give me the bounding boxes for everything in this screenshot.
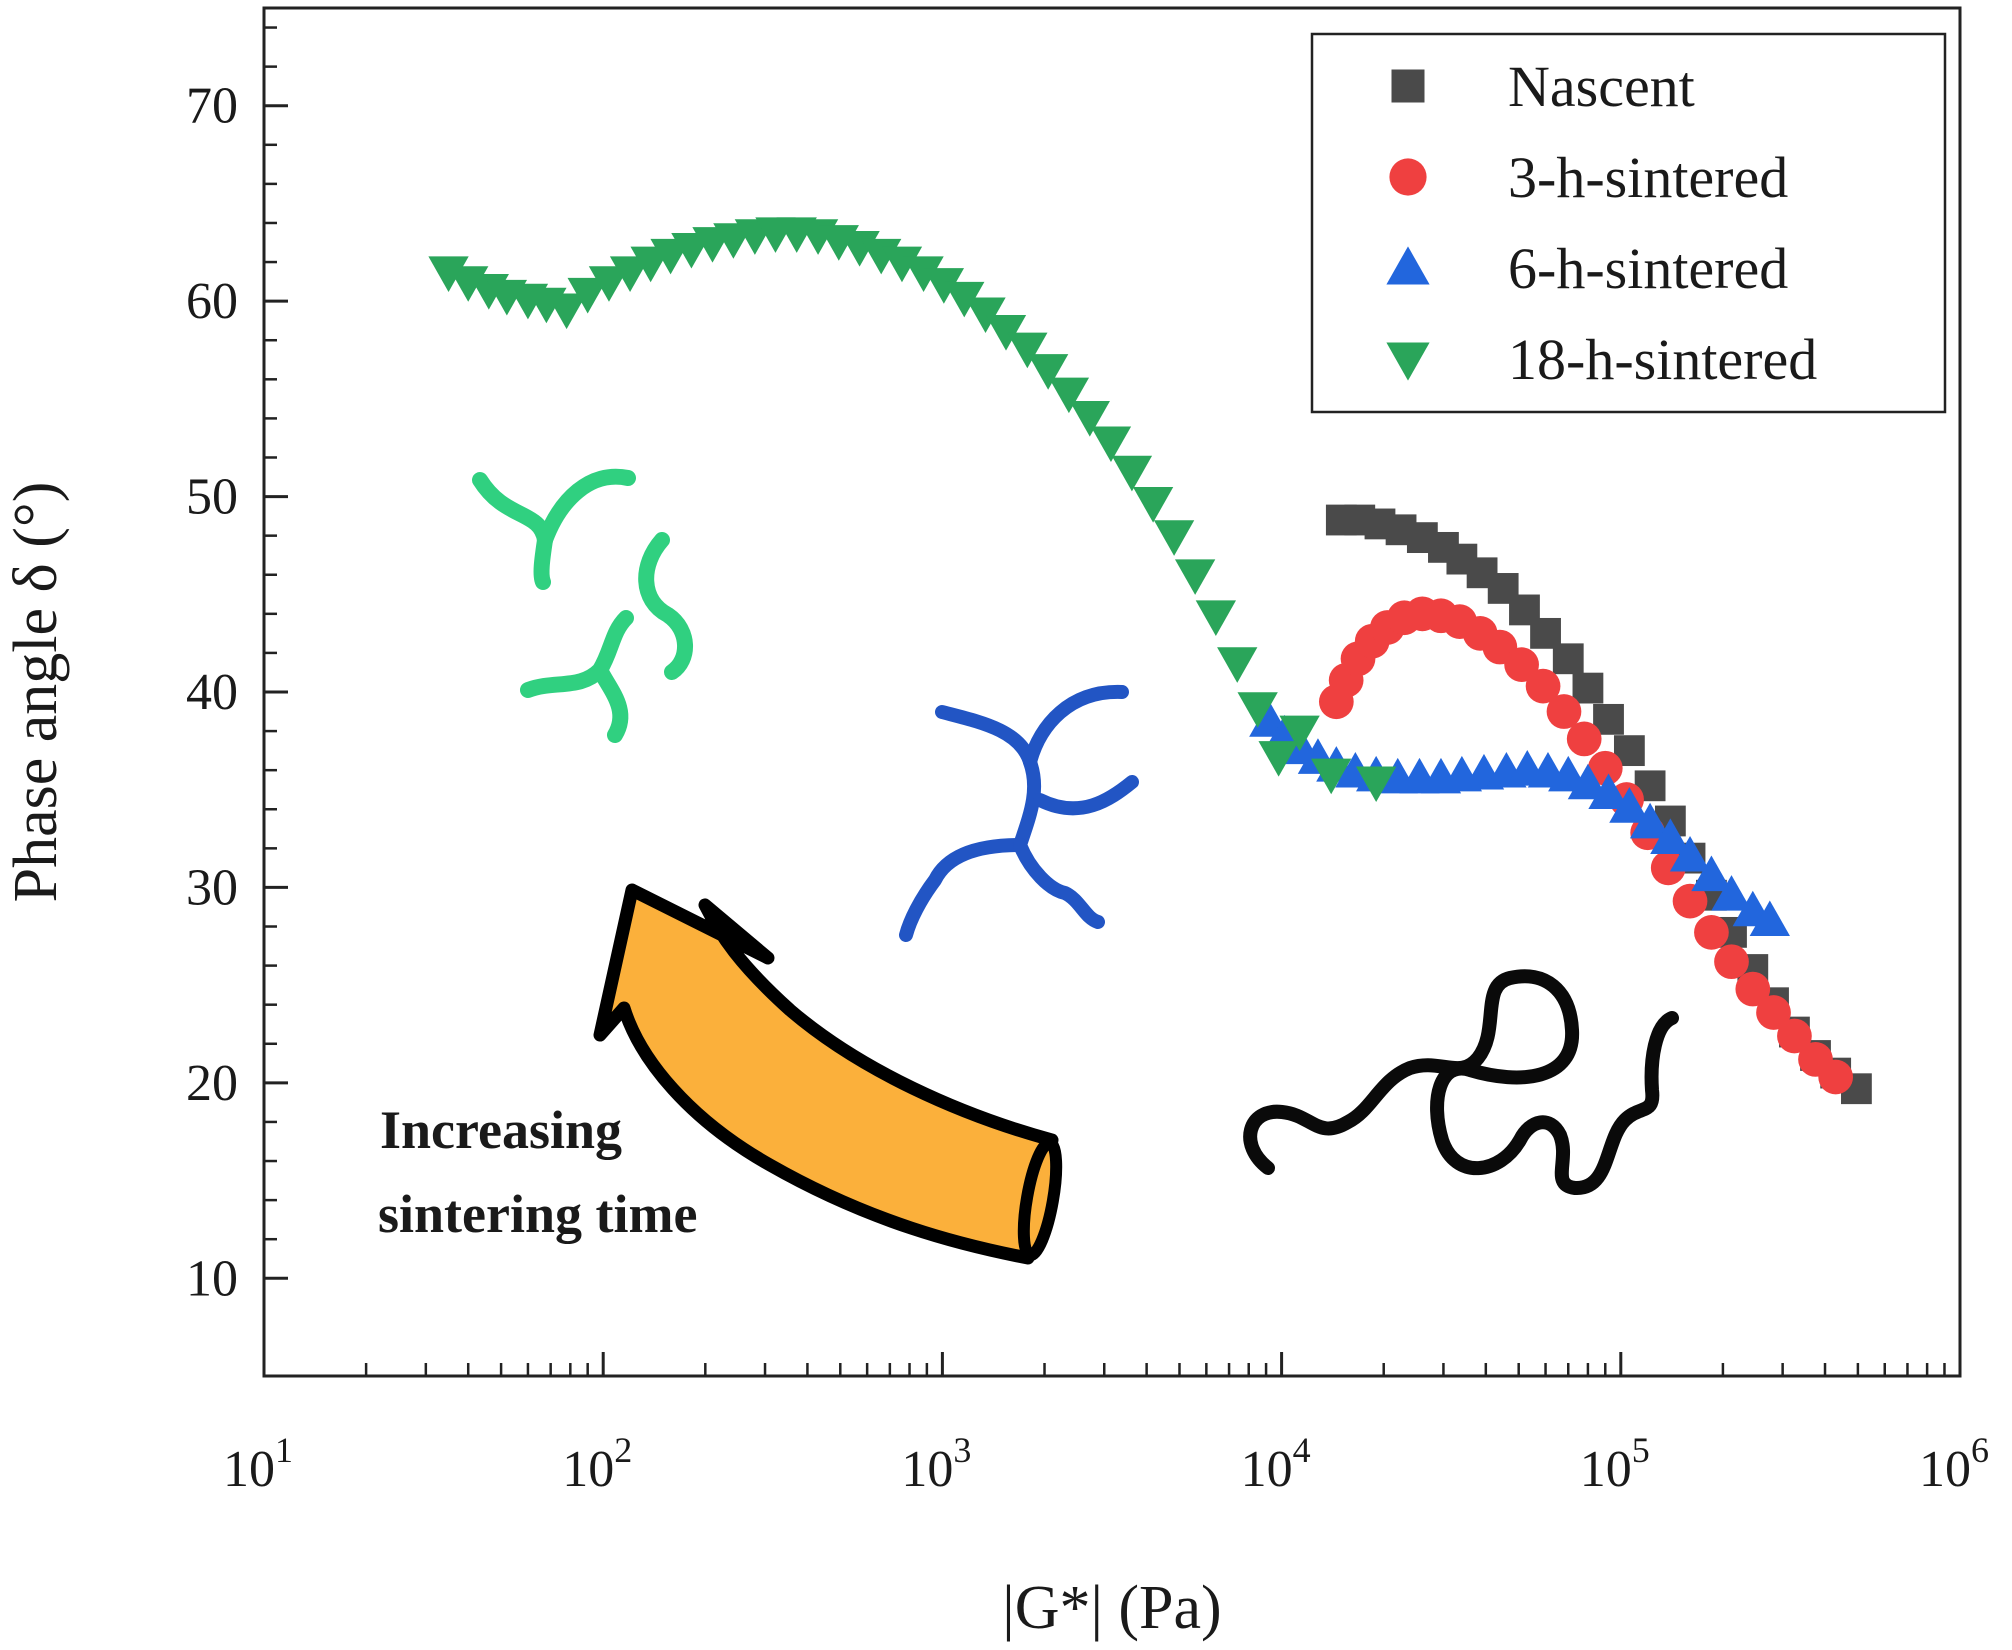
data-point <box>903 256 944 292</box>
data-point <box>881 246 923 283</box>
data-point <box>1217 647 1258 683</box>
legend-label: 3-h-sintered <box>1508 145 1788 210</box>
data-point <box>1279 715 1320 752</box>
x-tick-label: 102 <box>562 1430 632 1498</box>
increasing-arrow <box>593 883 1063 1265</box>
y-axis-title: Phase angle δ (°) <box>2 482 70 903</box>
y-tick-label: 10 <box>186 1250 238 1307</box>
data-point <box>1546 694 1582 729</box>
data-point <box>1650 818 1691 854</box>
data-point <box>1588 773 1629 810</box>
data-point <box>1258 741 1299 777</box>
x-tick-label: 104 <box>1241 1430 1311 1498</box>
data-point <box>1777 1018 1812 1054</box>
data-point <box>1587 750 1623 786</box>
green-chain-icon <box>472 468 693 743</box>
series-3-h-sintered <box>1318 596 1854 1095</box>
data-point <box>1567 763 1609 800</box>
data-point <box>1195 600 1237 636</box>
legend: Nascent 3-h-sintered 6-h-sintered 18-h-sint… <box>1310 32 1947 414</box>
ticks <box>262 26 1962 1376</box>
data-point <box>1711 875 1752 911</box>
y-tick-label: 70 <box>186 78 238 135</box>
data-point <box>1311 758 1352 795</box>
data-point <box>985 315 1027 351</box>
data-point <box>1552 643 1584 675</box>
data-point <box>1237 692 1278 728</box>
blue-chain-icon <box>899 684 1139 942</box>
data-point <box>1174 559 1216 595</box>
y-tick-label: 40 <box>186 664 238 721</box>
data-point <box>944 281 985 318</box>
data-point <box>1132 487 1174 523</box>
data-point <box>1566 721 1602 757</box>
data-point <box>1756 995 1791 1030</box>
data-point <box>1007 332 1048 369</box>
data-point <box>1672 883 1708 919</box>
data-markers <box>428 217 1872 1105</box>
data-point <box>1749 900 1790 937</box>
data-point <box>609 256 651 292</box>
y-tick-label: 30 <box>186 859 238 916</box>
data-point <box>1027 354 1069 390</box>
data-point <box>1669 836 1711 872</box>
legend-marker <box>1386 342 1430 381</box>
x-tick-label: 105 <box>1580 1430 1650 1498</box>
data-point <box>1111 455 1153 492</box>
data-point <box>923 268 965 304</box>
data-point <box>1818 1059 1854 1095</box>
legend-marker <box>1389 158 1427 196</box>
data-point <box>1525 668 1561 704</box>
x-axis-title: |G*| (Pa) <box>1002 1574 1221 1642</box>
data-point <box>1090 426 1132 463</box>
black-chain-icon <box>1243 969 1679 1195</box>
data-point <box>1069 401 1110 437</box>
legend-marker <box>1391 69 1425 103</box>
annotation-line-1: Increasing <box>380 1100 622 1160</box>
x-tick-label: 101 <box>223 1430 293 1498</box>
data-point <box>1714 944 1749 980</box>
data-point <box>1609 787 1650 823</box>
data-point <box>1048 377 1090 414</box>
data-point <box>1355 766 1397 803</box>
data-point <box>1629 802 1671 839</box>
y-tick-labels: 10 20 30 40 50 60 70 <box>186 78 238 1308</box>
data-point <box>1572 672 1604 704</box>
x-tick-labels: 101 102 103 104 105 106 <box>223 1430 1989 1498</box>
series-18-h-sintered <box>428 217 1397 803</box>
data-point <box>546 293 587 330</box>
data-point <box>1691 855 1732 892</box>
data-point <box>588 266 630 302</box>
x-tick-label: 106 <box>1919 1430 1989 1498</box>
y-tick-label: 50 <box>186 469 238 526</box>
data-point <box>1153 520 1195 556</box>
data-point <box>428 256 469 292</box>
data-point <box>965 297 1006 334</box>
legend-label: 18-h-sintered <box>1508 327 1817 392</box>
legend-label: Nascent <box>1508 54 1695 119</box>
annotation-line-2: sintering time <box>378 1184 697 1244</box>
x-tick-label: 103 <box>901 1430 971 1498</box>
data-point <box>1504 647 1539 682</box>
y-tick-label: 20 <box>186 1055 238 1112</box>
y-tick-label: 60 <box>186 273 238 330</box>
legend-label: 6-h-sintered <box>1508 236 1788 301</box>
data-point <box>1694 915 1729 950</box>
data-point <box>1735 971 1771 1007</box>
data-point <box>567 277 608 314</box>
legend-marker <box>1386 246 1430 285</box>
